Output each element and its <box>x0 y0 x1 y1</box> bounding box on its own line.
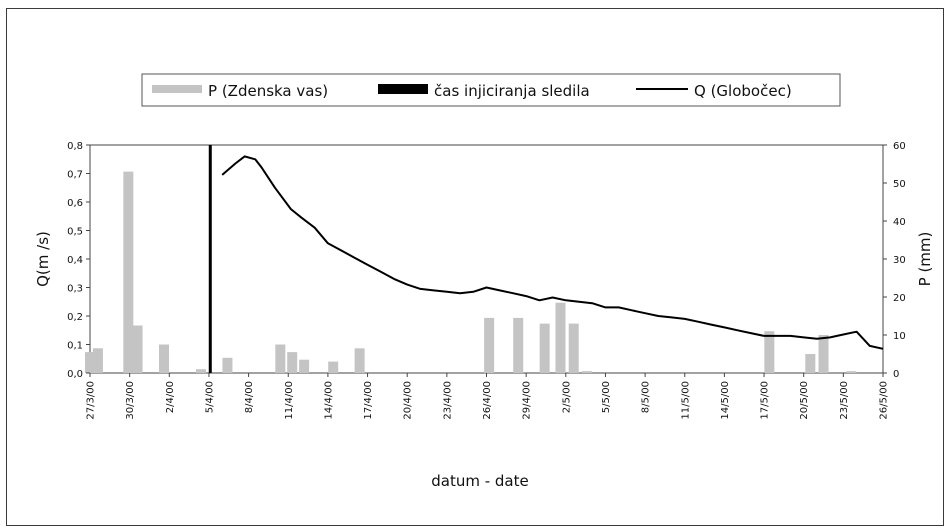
precipitation-bar <box>275 344 286 373</box>
left-tick-label: 0,5 <box>67 227 83 238</box>
x-tick-label: 23/4/00 <box>442 381 453 420</box>
precipitation-bar <box>581 371 592 373</box>
right-tick-label: 60 <box>893 141 906 152</box>
precipitation-bar <box>299 359 310 373</box>
left-axis: 0,0 0,1 0,2 0,3 0,4 0,5 0,6 0,7 0,8 <box>67 141 90 380</box>
precipitation-bar <box>539 323 550 373</box>
x-tick-label: 27/3/00 <box>86 381 97 420</box>
precipitation-bars <box>85 171 857 373</box>
x-tick-label: 14/4/00 <box>323 381 334 420</box>
right-axis-title: P (mm) <box>916 232 934 287</box>
left-tick-label: 0,7 <box>67 170 83 181</box>
right-tick-label: 0 <box>893 369 899 380</box>
x-tick-label: 20/5/00 <box>799 381 810 420</box>
precipitation-bar <box>196 369 207 373</box>
legend-label-discharge: Q (Globočec) <box>694 82 792 100</box>
x-tick-label: 23/5/00 <box>839 381 850 420</box>
right-tick-label: 50 <box>893 179 906 190</box>
precipitation-bar <box>92 348 103 373</box>
left-tick-label: 0,8 <box>67 141 83 152</box>
precipitation-bar <box>805 354 816 373</box>
x-tick-label: 11/4/00 <box>284 381 295 420</box>
x-tick-label: 29/4/00 <box>522 381 533 420</box>
legend-box <box>141 73 841 107</box>
left-axis-title: Q(m /s) <box>34 231 52 287</box>
discharge-line <box>221 155 884 350</box>
x-tick-label: 5/4/00 <box>204 381 215 413</box>
x-axis-title: datum - date <box>431 472 529 490</box>
legend-swatch-injection <box>378 84 428 94</box>
precipitation-bar <box>123 171 134 373</box>
precipitation-bar <box>846 371 857 373</box>
x-tick-label: 17/4/00 <box>363 381 374 420</box>
discharge-series <box>221 155 884 350</box>
precipitation-bar <box>513 317 524 373</box>
x-axis: 27/3/00 30/3/00 2/4/00 5/4/00 8/4/00 11/4/00 1… <box>86 373 890 420</box>
x-tick-label: 14/5/00 <box>720 381 731 420</box>
x-tick-label: 2/4/00 <box>165 381 176 413</box>
x-tick-label: 30/3/00 <box>125 381 136 420</box>
legend-label-injection: čas injiciranja sledila <box>434 82 590 100</box>
left-tick-label: 0,2 <box>67 312 83 323</box>
precipitation-bar <box>818 335 829 373</box>
right-tick-label: 20 <box>893 293 906 304</box>
left-tick-label: 0,0 <box>67 369 83 380</box>
precipitation-bar <box>568 323 579 373</box>
precipitation-bar <box>484 317 495 373</box>
x-tick-label: 8/5/00 <box>641 381 652 413</box>
left-tick-label: 0,4 <box>67 255 83 266</box>
precipitation-bar <box>555 302 566 373</box>
x-tick-label: 20/4/00 <box>403 381 414 420</box>
x-tick-label: 8/4/00 <box>244 381 255 413</box>
precipitation-bar <box>85 352 95 373</box>
precipitation-bar <box>132 325 143 373</box>
x-tick-label: 26/5/00 <box>879 381 890 420</box>
precipitation-bar <box>328 361 339 373</box>
precipitation-bar <box>287 352 298 373</box>
right-tick-label: 10 <box>893 331 906 342</box>
right-axis: 0 10 20 30 40 50 60 <box>883 141 906 380</box>
x-tick-label: 17/5/00 <box>760 381 771 420</box>
right-tick-label: 30 <box>893 255 906 266</box>
left-tick-label: 0,1 <box>67 341 83 352</box>
precipitation-bar <box>222 357 233 373</box>
x-tick-label: 5/5/00 <box>601 381 612 413</box>
precipitation-bar <box>159 344 170 373</box>
x-tick-label: 2/5/00 <box>561 381 572 413</box>
legend-swatch-precipitation <box>152 85 202 93</box>
x-tick-label: 26/4/00 <box>482 381 493 420</box>
left-tick-label: 0,3 <box>67 284 83 295</box>
left-tick-label: 0,6 <box>67 198 83 209</box>
right-tick-label: 40 <box>893 217 906 228</box>
legend: P (Zdenska vas) čas injiciranja sledila … <box>141 73 841 107</box>
precipitation-bar <box>354 348 365 373</box>
precipitation-bar <box>764 331 775 373</box>
x-tick-label: 11/5/00 <box>680 381 691 420</box>
legend-label-precipitation: P (Zdenska vas) <box>208 82 328 100</box>
